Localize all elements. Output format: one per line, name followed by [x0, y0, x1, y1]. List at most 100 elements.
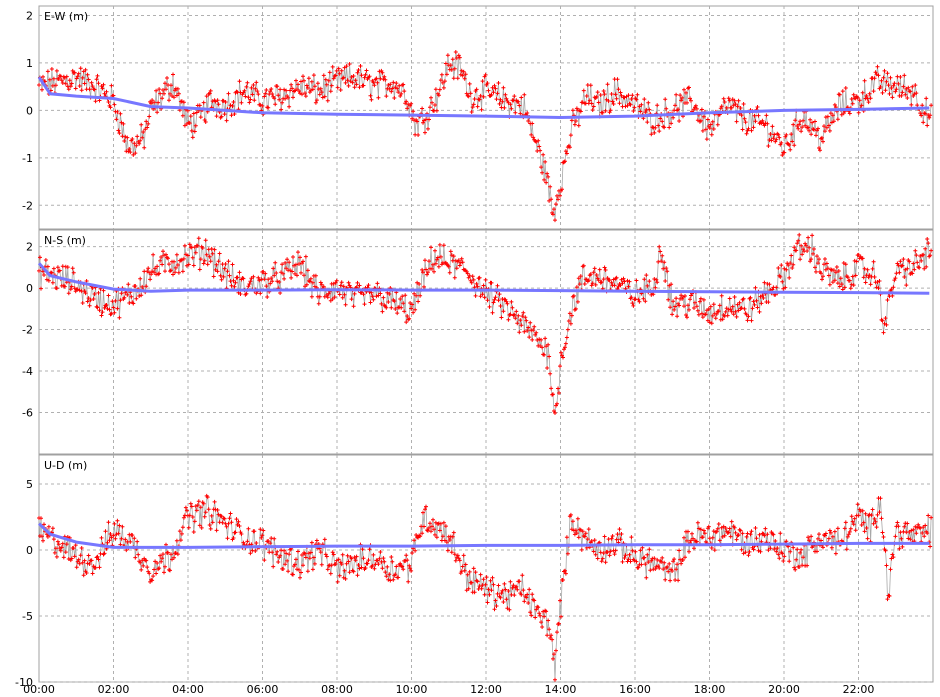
data-point-red [313, 100, 318, 105]
data-point-red [816, 261, 820, 266]
data-point-red [249, 85, 254, 90]
data-point-red [157, 566, 162, 571]
data-point-red [139, 293, 144, 298]
data-point-red [886, 83, 891, 88]
data-point-red [253, 86, 258, 91]
data-point-red [43, 79, 47, 84]
data-point-red [475, 284, 480, 289]
data-point-red [629, 97, 634, 101]
data-point-red [830, 280, 835, 285]
data-point-red [409, 306, 414, 311]
data-point-red [537, 611, 542, 616]
data-point-red [752, 302, 757, 307]
data-point-red [491, 90, 496, 95]
data-point-red [229, 520, 234, 525]
data-point-red [662, 560, 667, 565]
data-point-red [863, 511, 868, 516]
data-point-red [611, 102, 616, 106]
data-point-red [216, 102, 221, 107]
data-point-red [531, 328, 536, 333]
data-point-red [169, 552, 173, 557]
data-point-red [525, 111, 530, 115]
data-point-red [247, 282, 252, 286]
data-point-red [630, 548, 635, 553]
data-point-red [122, 139, 127, 143]
data-point-red [133, 555, 138, 560]
data-point-red [173, 270, 177, 275]
data-point-red [322, 94, 327, 99]
data-point-red [496, 583, 501, 588]
data-point-red [322, 537, 327, 542]
data-point-red [401, 567, 406, 572]
data-point-red [850, 274, 855, 279]
data-point-red [214, 262, 219, 267]
data-point-red [676, 578, 681, 583]
data-point-red [151, 574, 156, 579]
data-point-red [256, 275, 261, 280]
data-point-red [99, 535, 104, 540]
data-point-red [906, 85, 911, 90]
data-point-red [85, 299, 90, 304]
data-point-red [112, 102, 117, 107]
data-point-red [354, 554, 359, 559]
data-point-red [389, 305, 394, 310]
data-point-red [727, 526, 732, 531]
data-point-red [59, 545, 64, 550]
data-point-red [736, 533, 741, 537]
data-point-red [270, 279, 275, 284]
data-point-red [609, 92, 614, 96]
data-point-red [97, 565, 102, 570]
data-point-red [80, 560, 85, 565]
data-point-red [38, 255, 42, 260]
data-point-red [449, 67, 454, 72]
data-point-red [275, 84, 280, 89]
data-point-red [423, 258, 427, 263]
data-point-red [196, 499, 201, 504]
data-point-red [390, 559, 395, 564]
data-point-red [899, 93, 904, 98]
data-point-red [625, 103, 630, 108]
data-point-red [241, 540, 246, 545]
data-point-red [642, 555, 647, 560]
data-point-red [84, 279, 89, 283]
data-point-red [303, 551, 307, 556]
x-tick-label: 22:00 [843, 683, 875, 696]
x-tick-label: 04:00 [172, 683, 204, 696]
data-point-red [326, 78, 331, 83]
data-point-red [539, 620, 544, 625]
data-point-red [902, 275, 907, 279]
data-point-red [871, 89, 876, 94]
data-point-red [205, 262, 210, 267]
data-point-red [470, 274, 475, 279]
data-point-red [194, 508, 199, 513]
data-point-red [631, 109, 636, 113]
data-point-red [732, 295, 737, 299]
data-point-red [328, 571, 333, 576]
data-point-red [756, 113, 761, 118]
data-point-red [396, 575, 401, 580]
data-point-red [525, 328, 530, 333]
data-point-red [567, 311, 572, 316]
data-point-red [37, 83, 41, 87]
data-point-red [599, 559, 604, 564]
data-point-red [371, 297, 376, 302]
data-point-red [142, 145, 147, 150]
data-point-red [764, 113, 769, 118]
data-point-red [789, 253, 794, 258]
data-point-red [792, 143, 797, 148]
data-point-red [269, 536, 274, 541]
data-point-red [749, 318, 754, 323]
data-point-red [364, 68, 369, 73]
data-point-red [95, 73, 100, 78]
data-point-red [656, 564, 661, 568]
x-tick-label: 18:00 [694, 683, 726, 696]
data-point-red [386, 83, 391, 87]
data-point-red [341, 75, 346, 80]
data-point-red [186, 262, 191, 267]
data-point-red [852, 516, 857, 521]
data-point-red [860, 256, 865, 261]
data-point-red [379, 301, 384, 306]
data-point-red [713, 316, 718, 321]
data-point-red [705, 117, 710, 122]
data-point-red [370, 294, 375, 299]
